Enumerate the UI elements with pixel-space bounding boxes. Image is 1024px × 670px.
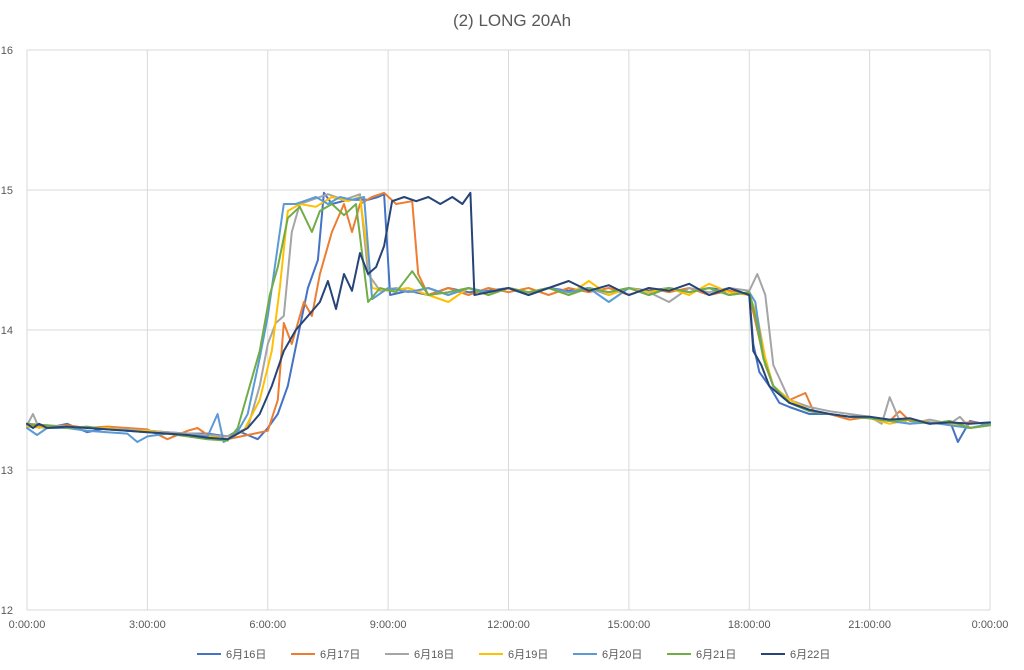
legend-label: 6月22日 xyxy=(790,649,830,661)
chart-title: (2) LONG 20Ah xyxy=(453,11,571,30)
y-tick-label: 15 xyxy=(1,185,13,197)
legend: 6月16日 6月17日 6月18日 6月19日 6月20日 6月21日 6月22日 xyxy=(197,649,830,661)
legend-label: 6月20日 xyxy=(602,649,642,661)
x-tick-label: 3:00:00 xyxy=(129,619,166,631)
x-axis-ticks: 0:00:00 3:00:00 6:00:00 9:00:00 12:00:00 15:0… xyxy=(9,619,1009,631)
legend-label: 6月19日 xyxy=(508,649,548,661)
x-tick-label: 6:00:00 xyxy=(249,619,286,631)
x-tick-label: 18:00:00 xyxy=(728,619,771,631)
x-tick-label: 21:00:00 xyxy=(848,619,891,631)
legend-label: 6月17日 xyxy=(320,649,360,661)
x-tick-label: 15:00:00 xyxy=(607,619,650,631)
series-line-7 xyxy=(26,191,991,441)
y-tick-label: 12 xyxy=(1,605,13,617)
x-tick-label: 0:00:00 xyxy=(9,619,46,631)
x-tick-label: 12:00:00 xyxy=(487,619,530,631)
legend-label: 6月18日 xyxy=(414,649,454,661)
gridlines xyxy=(26,49,991,611)
y-axis-ticks: 12 13 14 15 16 xyxy=(1,45,13,617)
legend-label: 6月21日 xyxy=(696,649,736,661)
legend-label: 6月16日 xyxy=(226,649,266,661)
series-lines xyxy=(26,191,991,443)
y-tick-label: 13 xyxy=(1,465,13,477)
y-tick-label: 14 xyxy=(1,325,13,337)
x-tick-label: 0:00:00 xyxy=(972,619,1009,631)
x-tick-label: 9:00:00 xyxy=(370,619,407,631)
y-tick-label: 16 xyxy=(1,45,13,57)
